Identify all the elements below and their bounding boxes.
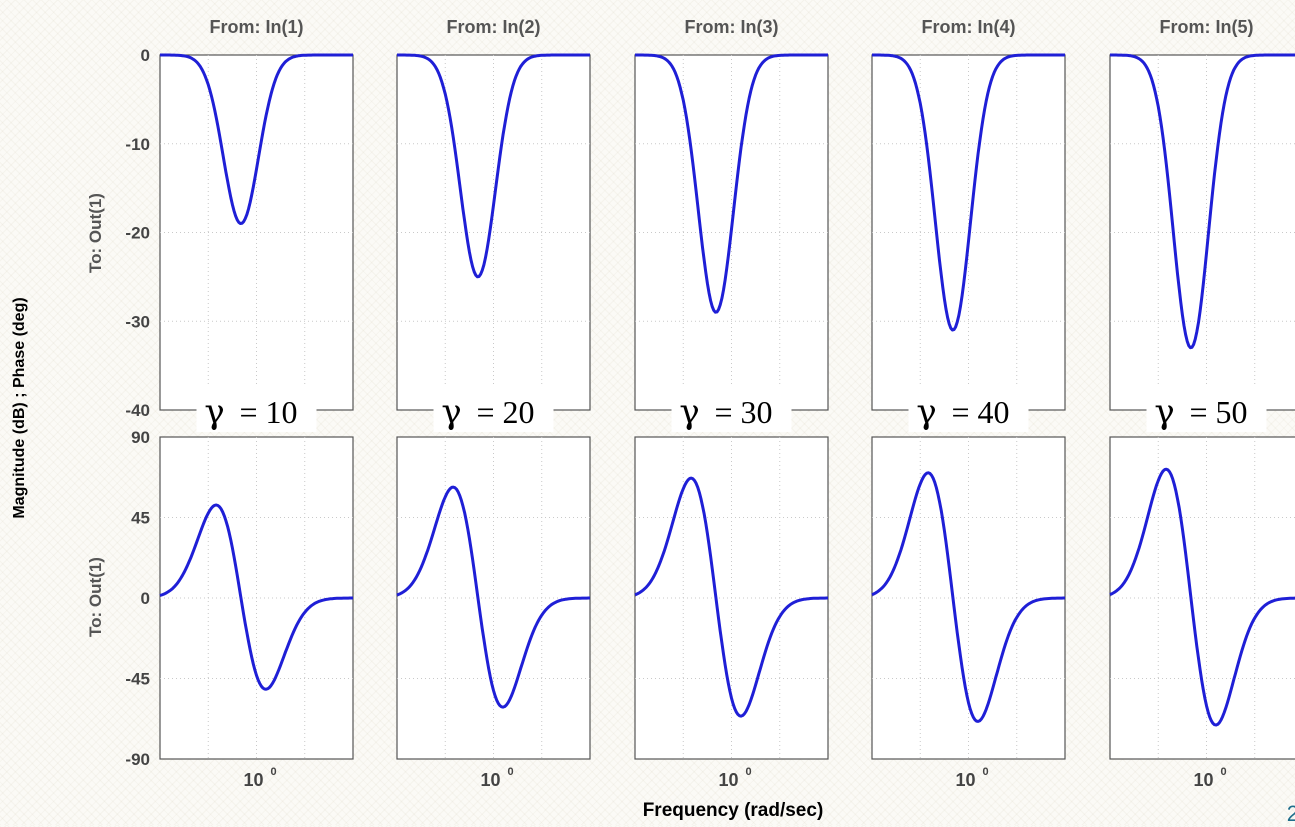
- x-tick-label: 10: [243, 770, 263, 790]
- x-tick-label: 10: [480, 770, 500, 790]
- x-tick-exponent: 0: [271, 766, 277, 778]
- gamma-symbol: γ: [441, 392, 461, 432]
- phase-tick-label: 0: [141, 589, 150, 608]
- gamma-label-background: [1146, 386, 1267, 432]
- magnitude-tick-label: -40: [125, 401, 150, 420]
- x-tick-exponent: 0: [508, 766, 514, 778]
- gamma-symbol: γ: [204, 392, 224, 432]
- magnitude-tick-label: -20: [125, 224, 150, 243]
- gamma-label: = 30: [714, 394, 772, 430]
- phase-tick-label: 90: [131, 428, 150, 447]
- phase-tick-label: -45: [125, 670, 150, 689]
- panel-title: From: In(3): [685, 17, 779, 37]
- x-tick-exponent: 0: [746, 766, 752, 778]
- x-tick-label: 10: [1193, 770, 1213, 790]
- phase-tick-label: -90: [125, 750, 150, 769]
- gamma-label: = 10: [239, 394, 297, 430]
- y-axis-label: Magnitude (dB) ; Phase (deg): [11, 297, 28, 518]
- magnitude-series-line: [872, 53, 1065, 332]
- x-axis-label: Frequency (rad/sec): [643, 800, 824, 821]
- panel-title: From: In(1): [210, 17, 304, 37]
- page-number: 2: [1286, 801, 1295, 826]
- phase-series-line: [634, 476, 828, 718]
- x-tick-exponent: 0: [1221, 766, 1227, 778]
- gamma-symbol: γ: [1154, 392, 1174, 432]
- panel-title: From: In(2): [447, 17, 541, 37]
- x-tick-exponent: 0: [983, 766, 989, 778]
- phase-series-line: [396, 485, 590, 709]
- phase-series-line: [871, 471, 1065, 723]
- gamma-symbol: γ: [916, 392, 936, 432]
- gamma-label: = 20: [476, 394, 534, 430]
- panel-title: From: In(5): [1160, 17, 1254, 37]
- magnitude-series-line: [635, 53, 828, 314]
- gamma-label-background: [908, 386, 1029, 432]
- phase-series-line: [1109, 467, 1295, 727]
- phase-series-line: [159, 503, 353, 691]
- gamma-label-background: [196, 386, 317, 432]
- gamma-label-background: [433, 386, 554, 432]
- magnitude-tick-label: -30: [125, 312, 150, 331]
- magnitude-series-line: [160, 53, 353, 225]
- magnitude-tick-label: -10: [125, 135, 150, 154]
- gamma-label: = 40: [951, 394, 1009, 430]
- gamma-label-background: [671, 386, 792, 432]
- gamma-label: = 50: [1189, 394, 1247, 430]
- x-tick-label: 10: [718, 770, 738, 790]
- gamma-symbol: γ: [679, 392, 699, 432]
- panel-title: From: In(4): [922, 17, 1016, 37]
- row-label-magnitude: To: Out(1): [86, 193, 105, 273]
- panels-group: 0 -10 -20 -30 -40 90 45 0 -45 -90 From: In(1) γ = 10…: [125, 17, 1295, 790]
- magnitude-series-line: [1110, 53, 1295, 350]
- x-tick-label: 10: [955, 770, 975, 790]
- phase-tick-label: 45: [131, 509, 150, 528]
- row-label-phase: To: Out(1): [86, 557, 105, 637]
- magnitude-series-line: [397, 53, 590, 279]
- magnitude-tick-label: 0: [141, 46, 150, 65]
